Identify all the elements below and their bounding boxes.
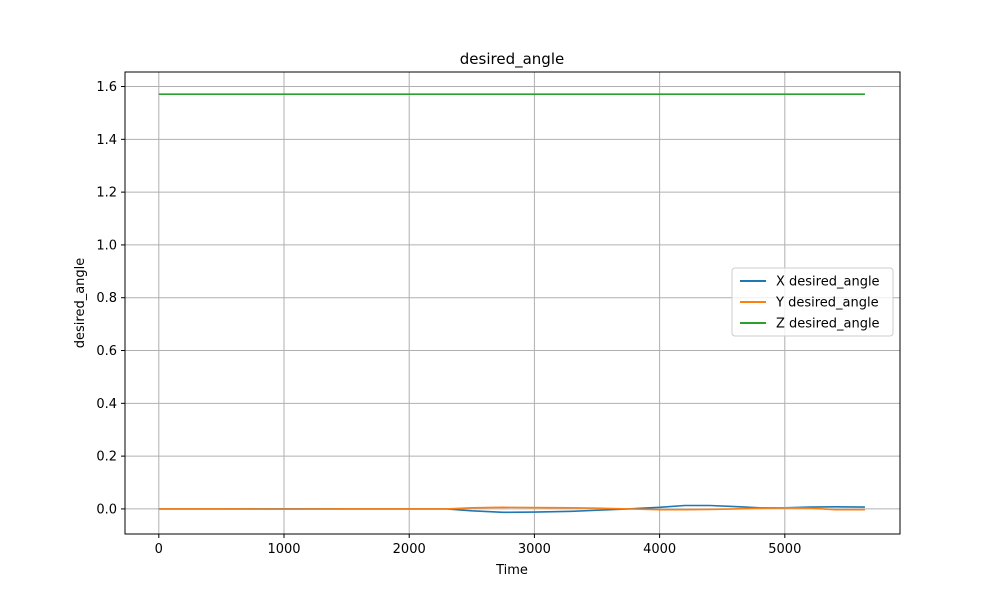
y-tick-label: 1.2 [96,186,117,201]
x-tick-label: 0 [155,542,163,557]
x-tick-label: 3000 [518,542,551,557]
y-tick-label: 0.4 [96,397,117,412]
x-axis-label: Time [495,563,528,578]
y-tick-label: 1.4 [96,133,117,148]
plot-frame [124,71,901,535]
x-tick-label: 1000 [267,542,300,557]
y-tick-label: 1.6 [96,80,117,95]
legend-label-z: Z desired_angle [776,317,880,332]
legend-label-y: Y desired_angle [775,296,879,311]
legend-label-x: X desired_angle [776,275,880,290]
series-lines [158,93,865,514]
y-tick-label: 0.6 [96,344,117,359]
legend: X desired_angle Y desired_angle Z desired_… [731,267,894,337]
x-tick-label: 4000 [643,542,676,557]
x-tick-label: 2000 [393,542,426,557]
chart-title: desired_angle [460,50,564,69]
x-axis-ticks: 0 1000 2000 3000 4000 5000 [155,534,801,557]
series-line-y [158,506,865,511]
legend-box [731,267,894,337]
y-tick-label: 0.8 [96,291,117,306]
y-tick-label: 1.0 [96,238,117,253]
x-tick-label: 5000 [768,542,801,557]
y-axis-ticks: 0.0 0.2 0.4 0.6 0.8 1.0 1.2 1.4 1.6 [96,80,125,517]
y-tick-label: 0.0 [96,502,117,517]
y-axis-label: desired_angle [73,258,88,349]
y-tick-label: 0.2 [96,450,117,465]
